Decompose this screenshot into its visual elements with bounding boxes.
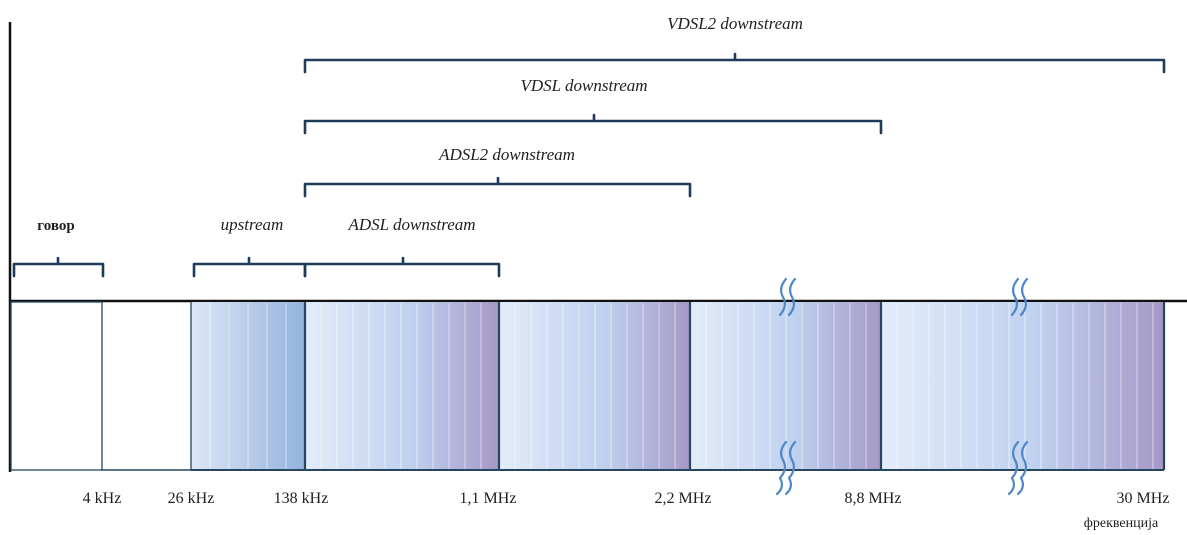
break-mark: [787, 277, 797, 317]
adsl-band: [305, 302, 499, 470]
frequency-axis-label: фреквенција: [1084, 516, 1159, 531]
adsl-brace: [303, 256, 501, 278]
vdsl-brace: [303, 113, 883, 135]
adsl2-brace: [303, 176, 692, 198]
upstream-stripes: [209, 303, 287, 469]
voice-band: [10, 301, 103, 471]
break-mark: [1007, 440, 1020, 496]
break-mark: [784, 440, 797, 496]
voice-label: говор: [37, 218, 74, 234]
break-mark: [778, 277, 788, 317]
vdsl-label: VDSL downstream: [520, 76, 647, 95]
vdsl2-brace: [303, 52, 1166, 74]
adsl-label: ADSL downstream: [347, 215, 475, 234]
break-mark: [1010, 277, 1020, 317]
tick-label: 2,2 MHz: [655, 490, 712, 507]
tick-label: 30 MHz: [1117, 490, 1170, 507]
tick-label: 8,8 MHz: [845, 490, 902, 507]
break-mark: [1019, 277, 1029, 317]
break-mark: [775, 440, 788, 496]
voice-brace: [12, 256, 105, 278]
tick-label: 4 kHz: [83, 490, 122, 507]
vdsl2-band: [881, 302, 1164, 470]
break-mark: [1016, 440, 1029, 496]
vdsl2-label: VDSL2 downstream: [667, 14, 803, 33]
tick-label: 1,1 MHz: [460, 490, 517, 507]
upstream-label: upstream: [221, 215, 284, 234]
axis-break-marks: [775, 277, 1029, 496]
adsl2-label: ADSL2 downstream: [438, 145, 575, 164]
tick-label: 26 kHz: [168, 490, 215, 507]
tick-label: 138 kHz: [274, 490, 329, 507]
upstream-brace: [192, 256, 307, 278]
